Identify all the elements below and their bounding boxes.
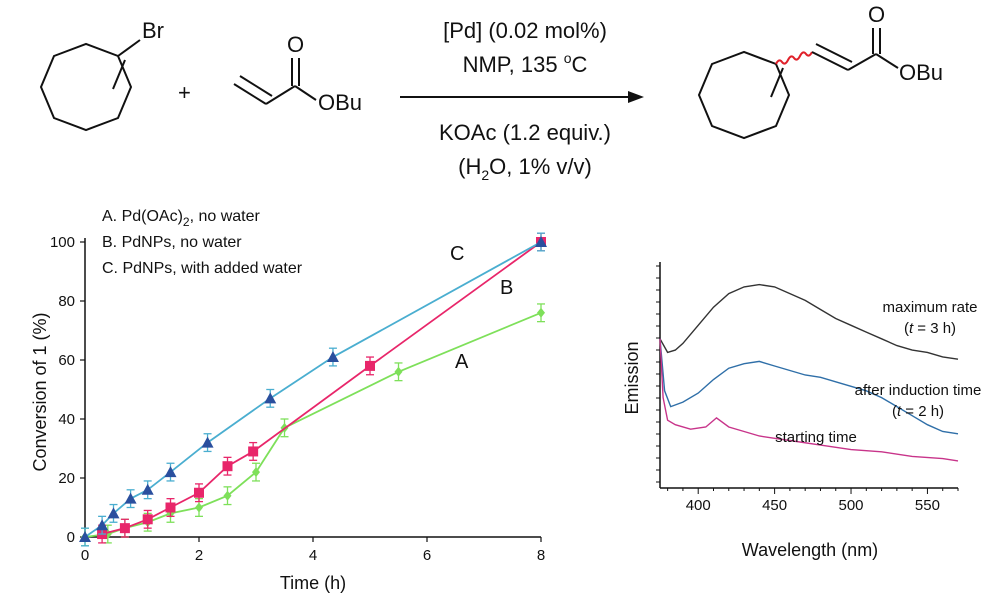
data-point xyxy=(264,392,277,404)
x-tick-label: 400 xyxy=(686,497,711,514)
data-point xyxy=(201,436,214,448)
acrylate-obu: OBu xyxy=(318,90,362,115)
acrylate-vinyl-1 xyxy=(233,83,267,105)
emission-series xyxy=(659,283,959,462)
series-line xyxy=(84,241,542,538)
conditions-solvent-temp: NMP, 135 oC xyxy=(463,50,588,77)
product-vinyl-1 xyxy=(811,51,849,71)
acrylate-bond-c xyxy=(265,85,296,105)
data-point xyxy=(248,446,259,457)
conversion-series xyxy=(79,232,547,547)
data-point xyxy=(222,461,233,472)
emission-axes: 400 450 500 550 xyxy=(656,262,959,514)
product-vinyl-2 xyxy=(815,43,853,63)
legend-entry-c: C. PdNPs, with added water xyxy=(102,260,303,277)
curve-label-a: A xyxy=(455,351,469,373)
emission-spectrum-2 xyxy=(659,338,959,462)
data-point xyxy=(79,531,91,542)
x-tick-label: 0 xyxy=(81,547,89,564)
ring-double-bond xyxy=(112,59,126,90)
x-tick-label: 450 xyxy=(762,497,787,514)
data-point xyxy=(535,236,547,247)
c-br-bond xyxy=(117,39,141,57)
data-point xyxy=(96,519,109,531)
data-point xyxy=(252,467,260,478)
series-b xyxy=(97,232,546,544)
legend-entry-a: A. Pd(OAc)2, no water xyxy=(102,208,261,229)
acrylate-o: O xyxy=(287,32,304,57)
data-point xyxy=(223,490,232,501)
y-tick-label: 0 xyxy=(67,529,75,546)
annotation-starting: starting time xyxy=(775,429,857,446)
emission-chart: 400 450 500 550 Wavelength (nm) Emission ma… xyxy=(622,262,981,560)
annotation-induction: after induction time xyxy=(855,382,982,399)
conditions-base: KOAc (1.2 equiv.) xyxy=(439,120,611,145)
data-point xyxy=(195,502,203,513)
product-bond-c xyxy=(847,53,877,71)
data-point xyxy=(142,514,153,525)
x-tick-label: 550 xyxy=(915,497,940,514)
series-c xyxy=(79,232,547,547)
y-tick-label: 100 xyxy=(50,234,75,251)
acrylate-vinyl-2 xyxy=(239,75,273,97)
data-point xyxy=(394,366,403,377)
data-point xyxy=(326,351,339,363)
data-point xyxy=(537,307,545,318)
conversion-x-axis-title: Time (h) xyxy=(280,573,346,593)
conditions-water: (H2O, 1% v/v) xyxy=(458,154,592,183)
conversion-y-axis-title: Conversion of 1 (%) xyxy=(30,312,50,471)
product-ring-double-bond xyxy=(770,67,784,98)
product-ring xyxy=(697,50,791,140)
cyclooctene-ring xyxy=(39,42,133,132)
series-a xyxy=(81,303,545,547)
series-line xyxy=(84,311,542,538)
wavy-bond xyxy=(775,51,813,65)
data-point xyxy=(165,502,176,513)
emission-y-axis-title: Emission xyxy=(622,341,642,414)
curve-label-b: B xyxy=(500,277,513,299)
acrylate-bond-o xyxy=(294,85,317,101)
y-tick-label: 40 xyxy=(58,411,75,428)
data-point xyxy=(107,507,120,519)
emission-x-axis-title: Wavelength (nm) xyxy=(742,540,878,560)
product-bond-o xyxy=(875,53,899,69)
y-tick-label: 60 xyxy=(58,352,75,369)
annotation-max-rate-time: (t = 3 h) xyxy=(904,320,956,337)
y-tick-label: 80 xyxy=(58,293,75,310)
emission-spectrum-0 xyxy=(659,283,959,360)
reaction-scheme: Br + O OBu [Pd] (0.02 mol%) NMP, 135 oC … xyxy=(39,2,943,183)
reaction-arrow-head xyxy=(628,91,644,103)
emission-spectrum-1 xyxy=(659,338,959,435)
plus-sign: + xyxy=(178,80,191,105)
x-tick-label: 8 xyxy=(537,547,545,564)
annotation-induction-time: (t = 2 h) xyxy=(892,403,944,420)
product-obu: OBu xyxy=(899,60,943,85)
data-point xyxy=(124,492,137,504)
y-tick-label: 20 xyxy=(58,470,75,487)
bromine-label: Br xyxy=(142,18,164,43)
x-tick-label: 2 xyxy=(195,547,203,564)
series-line xyxy=(101,241,542,535)
data-point xyxy=(365,360,375,371)
product-o: O xyxy=(868,2,885,27)
conditions-catalyst: [Pd] (0.02 mol%) xyxy=(443,18,607,43)
legend-entry-b: B. PdNPs, no water xyxy=(102,234,242,251)
data-point xyxy=(119,523,130,534)
data-point xyxy=(194,487,204,498)
annotation-max-rate: maximum rate xyxy=(882,299,977,316)
curve-label-c: C xyxy=(450,243,464,265)
x-tick-label: 4 xyxy=(309,547,317,564)
data-point xyxy=(164,466,177,478)
data-point xyxy=(141,483,154,495)
x-tick-label: 6 xyxy=(423,547,431,564)
x-tick-label: 500 xyxy=(839,497,864,514)
